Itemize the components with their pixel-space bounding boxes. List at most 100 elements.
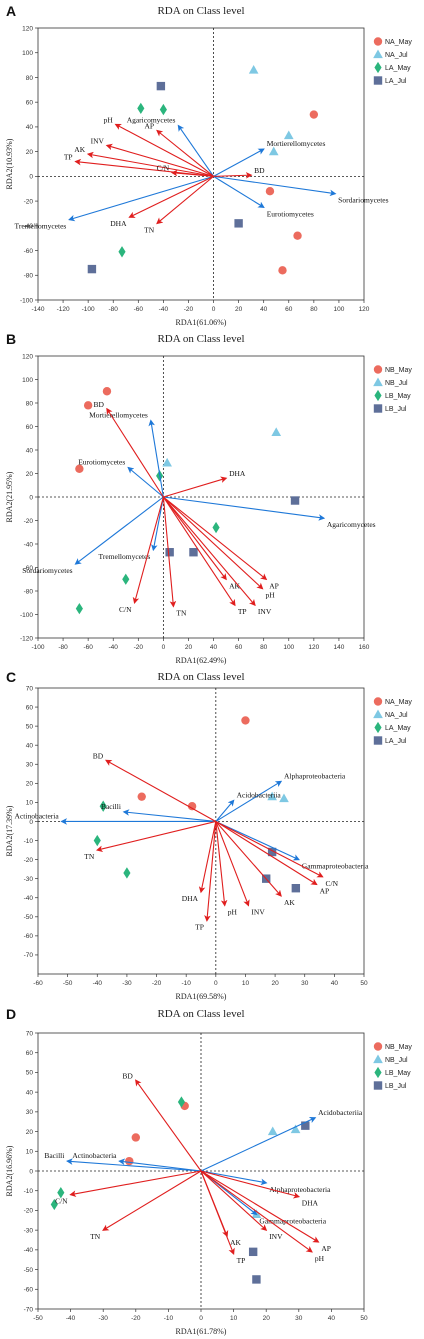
sample-point xyxy=(123,867,131,879)
y-tick-label: 0 xyxy=(29,1168,33,1175)
species-arrow xyxy=(163,496,326,521)
y-tick-label: 10 xyxy=(26,1149,34,1156)
species-arrow xyxy=(148,419,164,498)
sample-point xyxy=(267,847,277,857)
sample-point xyxy=(212,521,220,534)
env-arrow xyxy=(163,476,228,498)
env-label: DHA xyxy=(302,1199,319,1208)
species-arrow xyxy=(200,1170,268,1186)
y-axis-label: RDA2(21.95%) xyxy=(5,471,14,522)
legend-label: LA_Jul xyxy=(385,738,407,745)
legend-marker xyxy=(373,1081,383,1090)
x-tick-label: -40 xyxy=(109,644,119,651)
legend-marker xyxy=(374,61,382,74)
env-arrow xyxy=(162,496,177,608)
sample-point xyxy=(87,264,97,274)
y-tick-label: 70 xyxy=(26,685,34,692)
species-arrow xyxy=(177,124,214,177)
y-tick-label: 60 xyxy=(26,1050,34,1057)
y-tick-label: -40 xyxy=(24,895,34,902)
x-tick-label: -20 xyxy=(134,644,144,651)
species-label: Actinobacteria xyxy=(72,1151,117,1160)
x-tick-label: 30 xyxy=(295,1315,303,1322)
sample-point xyxy=(177,1096,186,1108)
x-tick-label: -50 xyxy=(33,1315,43,1322)
species-arrow xyxy=(66,1158,202,1172)
env-label: AP xyxy=(321,1244,331,1253)
species-arrow xyxy=(118,1158,202,1172)
species-label: Tremellomycetes xyxy=(15,222,67,231)
x-tick-label: 80 xyxy=(260,644,268,651)
env-arrow xyxy=(200,1170,301,1199)
y-tick-label: -70 xyxy=(24,952,34,959)
species-arrow xyxy=(200,1117,317,1172)
x-tick-label: 100 xyxy=(283,644,294,651)
legend-label: LA_May xyxy=(385,725,411,732)
env-label: TP xyxy=(195,923,204,932)
species-label: Bacilli xyxy=(44,1151,64,1160)
env-arrow xyxy=(198,821,217,894)
sample-point xyxy=(290,1124,301,1134)
env-arrow xyxy=(95,820,216,853)
rda-panel-b: RDA on Class level B -100 -80 -60 -40 -20 0 20 40… xyxy=(5,331,412,665)
species-label: Tremellomycetes xyxy=(99,552,151,561)
species-label: Acidobacteriia xyxy=(318,1108,363,1117)
env-label: pH xyxy=(228,907,238,916)
x-tick-label: -60 xyxy=(33,980,43,987)
env-arrow xyxy=(69,1170,202,1197)
y-tick-label: 30 xyxy=(26,1109,34,1116)
y-tick-label: -40 xyxy=(24,223,34,230)
sample-point xyxy=(248,64,259,74)
legend-label: LB_May xyxy=(385,1070,411,1077)
y-tick-label: 0 xyxy=(29,494,33,501)
x-tick-label: 120 xyxy=(308,644,319,651)
legend-label: LB_May xyxy=(385,393,411,400)
x-tick-label: -40 xyxy=(66,1315,76,1322)
x-tick-label: 40 xyxy=(210,644,218,651)
x-tick-label: 20 xyxy=(185,644,193,651)
x-tick-label: 120 xyxy=(359,306,370,313)
sample-point xyxy=(83,401,93,410)
sample-point xyxy=(278,266,287,275)
env-arrow xyxy=(163,496,268,581)
panel-letter: A xyxy=(6,3,16,19)
y-tick-label: -100 xyxy=(20,297,33,304)
legend-label: NB_Jul xyxy=(385,380,408,387)
env-arrow xyxy=(204,821,217,922)
sample-point xyxy=(268,146,279,156)
sample-point xyxy=(137,792,146,801)
sample-point xyxy=(102,387,112,396)
species-label: Eurotiomycetes xyxy=(78,458,125,467)
x-tick-label: 30 xyxy=(301,980,309,987)
env-arrow xyxy=(200,1170,320,1243)
env-arrow xyxy=(86,151,214,177)
y-tick-label: -10 xyxy=(24,838,34,845)
env-label: INV xyxy=(258,607,272,616)
env-arrow xyxy=(102,1170,202,1231)
sample-point xyxy=(248,1247,258,1257)
species-label: Bacilli xyxy=(101,802,121,811)
legend-label: NB_May xyxy=(385,1044,412,1051)
x-tick-label: 0 xyxy=(199,1315,203,1322)
x-tick-label: 10 xyxy=(230,1315,238,1322)
x-axis-label: RDA1(61.06%) xyxy=(176,318,227,327)
y-tick-label: 60 xyxy=(26,99,34,106)
species-arrow xyxy=(213,175,265,208)
species-label: Sordariomycetes xyxy=(338,196,388,205)
y-tick-label: 80 xyxy=(26,400,34,407)
env-arrow xyxy=(132,496,164,605)
env-arrow xyxy=(114,123,214,177)
x-tick-label: 140 xyxy=(333,644,344,651)
env-label: INV xyxy=(251,907,265,916)
sample-point xyxy=(291,884,301,893)
plot-frame xyxy=(37,687,365,975)
env-arrow xyxy=(106,407,164,498)
env-label: BD xyxy=(254,166,265,175)
y-tick-label: 60 xyxy=(26,424,34,431)
env-label: DHA xyxy=(229,469,246,478)
env-arrow xyxy=(215,821,282,897)
x-tick-label: 60 xyxy=(235,644,243,651)
legend-marker xyxy=(373,1054,383,1064)
y-tick-label: 50 xyxy=(26,1070,34,1077)
chart-title: RDA on Class level xyxy=(157,5,244,17)
